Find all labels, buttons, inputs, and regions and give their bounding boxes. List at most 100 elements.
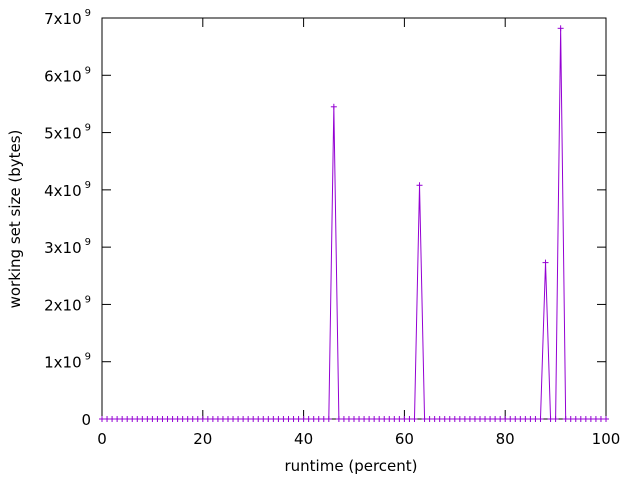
data-point [366, 416, 373, 422]
data-point [275, 416, 282, 422]
data-point [159, 416, 166, 422]
y-tick-label: 7x10 9 [44, 8, 91, 28]
data-point [451, 416, 458, 422]
x-tick-label: 80 [496, 430, 515, 448]
data-point [134, 416, 141, 422]
y-tick-exponent: 9 [85, 352, 91, 363]
data-point [557, 25, 564, 32]
data-point [562, 416, 569, 422]
data-point [361, 416, 368, 422]
data-point [225, 416, 231, 422]
y-axis-title: working set size (bytes) [6, 130, 24, 309]
data-point [214, 416, 221, 422]
data-point [235, 416, 242, 422]
data-point [204, 416, 211, 422]
y-tick-label: 3x10 9 [44, 237, 91, 257]
data-point [482, 416, 489, 422]
x-tick-label: 20 [193, 430, 212, 448]
data-point [340, 416, 347, 422]
data-point [230, 416, 237, 422]
data-point [461, 416, 468, 422]
data-point [119, 416, 126, 422]
data-point [396, 416, 403, 422]
data-point [174, 416, 181, 422]
data-point [129, 416, 136, 422]
data-point [351, 416, 357, 422]
data-point [456, 416, 463, 422]
y-tick-label: 0 [81, 411, 91, 429]
y-tick-mantissa: 5x10 [44, 125, 82, 143]
data-point [194, 416, 201, 422]
data-point [371, 416, 378, 422]
data-point [124, 416, 131, 422]
data-point [582, 416, 589, 422]
data-point [295, 416, 302, 422]
y-tick-mantissa: 2x10 [44, 296, 82, 314]
data-point [270, 416, 277, 422]
data-point [446, 416, 453, 422]
y-tick-mantissa: 3x10 [44, 239, 82, 257]
data-point [477, 416, 483, 422]
data-point [285, 416, 292, 422]
data-point [240, 416, 247, 422]
data-point [139, 416, 146, 422]
data-point [497, 416, 504, 422]
y-tick-exponent: 9 [85, 8, 91, 19]
data-point [144, 416, 151, 422]
x-tick-label: 60 [395, 430, 414, 448]
data-point [300, 416, 307, 422]
data-point [587, 416, 594, 422]
data-point [356, 416, 363, 422]
y-tick-label: 2x10 9 [44, 294, 91, 314]
data-point [411, 416, 418, 422]
data-point [466, 416, 473, 422]
data-point [441, 416, 448, 422]
data-point [109, 416, 116, 422]
data-point [114, 416, 121, 422]
data-point [547, 416, 554, 422]
data-point [597, 416, 604, 422]
data-point [290, 416, 297, 422]
data-point [199, 416, 206, 422]
y-tick-mantissa: 4x10 [44, 182, 82, 200]
data-point [603, 416, 609, 422]
data-point [552, 416, 559, 422]
data-point [436, 416, 443, 422]
data-point [184, 416, 191, 422]
data-point [592, 416, 599, 422]
y-tick-mantissa: 1x10 [44, 354, 82, 372]
data-point [330, 103, 337, 110]
x-axis-title: runtime (percent) [285, 457, 418, 475]
data-point [255, 416, 262, 422]
y-tick-exponent: 9 [85, 294, 91, 305]
data-point [376, 416, 383, 422]
data-point [310, 416, 317, 422]
data-point [401, 416, 408, 422]
data-point [507, 416, 514, 422]
x-tick-label: 100 [592, 430, 621, 448]
data-point [502, 416, 509, 422]
y-tick-mantissa: 6x10 [44, 67, 82, 85]
data-point [527, 416, 534, 422]
data-point [567, 416, 574, 422]
data-point [421, 416, 428, 422]
y-tick-mantissa: 0 [81, 411, 91, 429]
data-point [280, 416, 287, 422]
data-point [305, 416, 312, 422]
data-point [517, 416, 524, 422]
data-point [572, 416, 579, 422]
data-point [169, 416, 176, 422]
data-point [104, 416, 111, 422]
series-line [102, 28, 606, 420]
y-tick-exponent: 9 [85, 123, 91, 134]
data-point [320, 416, 327, 422]
data-point [265, 416, 272, 422]
data-point [537, 416, 544, 422]
y-tick-label: 4x10 9 [44, 180, 91, 200]
data-point [325, 416, 332, 422]
data-point [406, 416, 413, 422]
data-point [532, 416, 539, 422]
data-point [522, 416, 529, 422]
y-tick-label: 6x10 9 [44, 65, 91, 85]
